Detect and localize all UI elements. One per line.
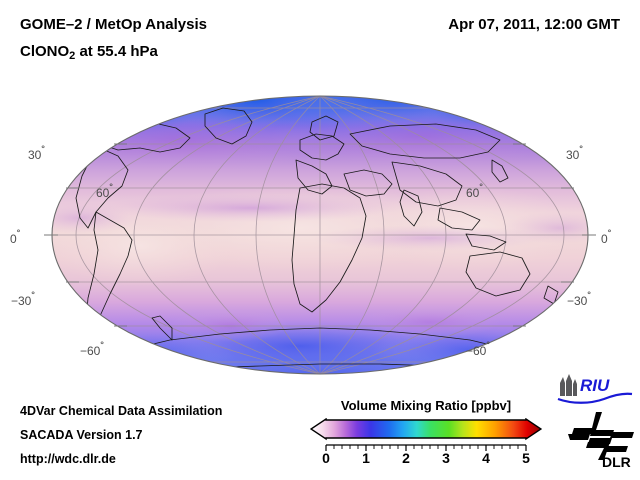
species-name: ClONO xyxy=(20,43,70,60)
mollweide-map-svg xyxy=(44,95,596,375)
colorbar-ramp xyxy=(310,418,542,441)
lat-label-0-right: 0˚ xyxy=(601,228,612,246)
lat-label-60s-left: −60˚ xyxy=(80,340,105,358)
colorbar-title: Volume Mixing Ratio [ppbv] xyxy=(340,398,512,413)
lat-ticks xyxy=(44,143,596,327)
colorbar-tick-5: 5 xyxy=(522,450,530,466)
lat-label-30s-left: −30˚ xyxy=(11,290,36,308)
dlr-pinwheel-icon xyxy=(568,412,634,460)
lat-label-30n-right: 30˚ xyxy=(566,144,584,162)
timestamp-label: Apr 07, 2011, 12:00 GMT xyxy=(448,16,620,33)
colorbar-tick-2: 2 xyxy=(402,450,410,466)
colorbar-tick-3: 3 xyxy=(442,450,450,466)
riu-swoosh-icon xyxy=(557,392,633,404)
lat-label-60n-right: 60˚ xyxy=(466,182,484,200)
riu-logo: RIU xyxy=(557,374,633,404)
colorbar: Volume Mixing Ratio [ppbv] xyxy=(310,398,542,476)
lat-label-0-left: 0˚ xyxy=(10,228,21,246)
dlr-logo: DLR xyxy=(568,412,634,470)
colorbar-tick-4: 4 xyxy=(482,450,490,466)
dlr-wordmark: DLR xyxy=(602,454,631,470)
page-title: GOME–2 / MetOp Analysis xyxy=(20,16,207,33)
colorbar-svg xyxy=(310,418,542,451)
footer-line-version: SACADA Version 1.7 xyxy=(20,428,143,442)
colorbar-minor-ticks xyxy=(333,445,519,449)
colorbar-tick-0: 0 xyxy=(322,450,330,466)
species-subscript: 2 xyxy=(69,50,76,62)
footer-line-url[interactable]: http://wdc.dlr.de xyxy=(20,452,116,466)
lat-label-60s-right: −60˚ xyxy=(466,340,491,358)
lat-label-30s-right: −30˚ xyxy=(567,290,592,308)
footer-line-method: 4DVar Chemical Data Assimilation xyxy=(20,404,223,418)
map-plot: 60˚ 30˚ 0˚ −30˚ −60˚ 60˚ 30˚ 0˚ −30˚ −60… xyxy=(0,78,640,388)
colorbar-axis xyxy=(325,444,527,451)
graticule xyxy=(52,96,588,374)
lat-label-60n-left: 60˚ xyxy=(96,182,114,200)
species-subtitle: ClONO2 at 55.4 hPa xyxy=(20,43,158,62)
species-level: at 55.4 hPa xyxy=(75,43,158,60)
colorbar-tick-1: 1 xyxy=(362,450,370,466)
riu-towers-icon xyxy=(560,374,577,396)
riu-wordmark: RIU xyxy=(580,376,610,395)
lat-label-30n-left: 30˚ xyxy=(28,144,46,162)
